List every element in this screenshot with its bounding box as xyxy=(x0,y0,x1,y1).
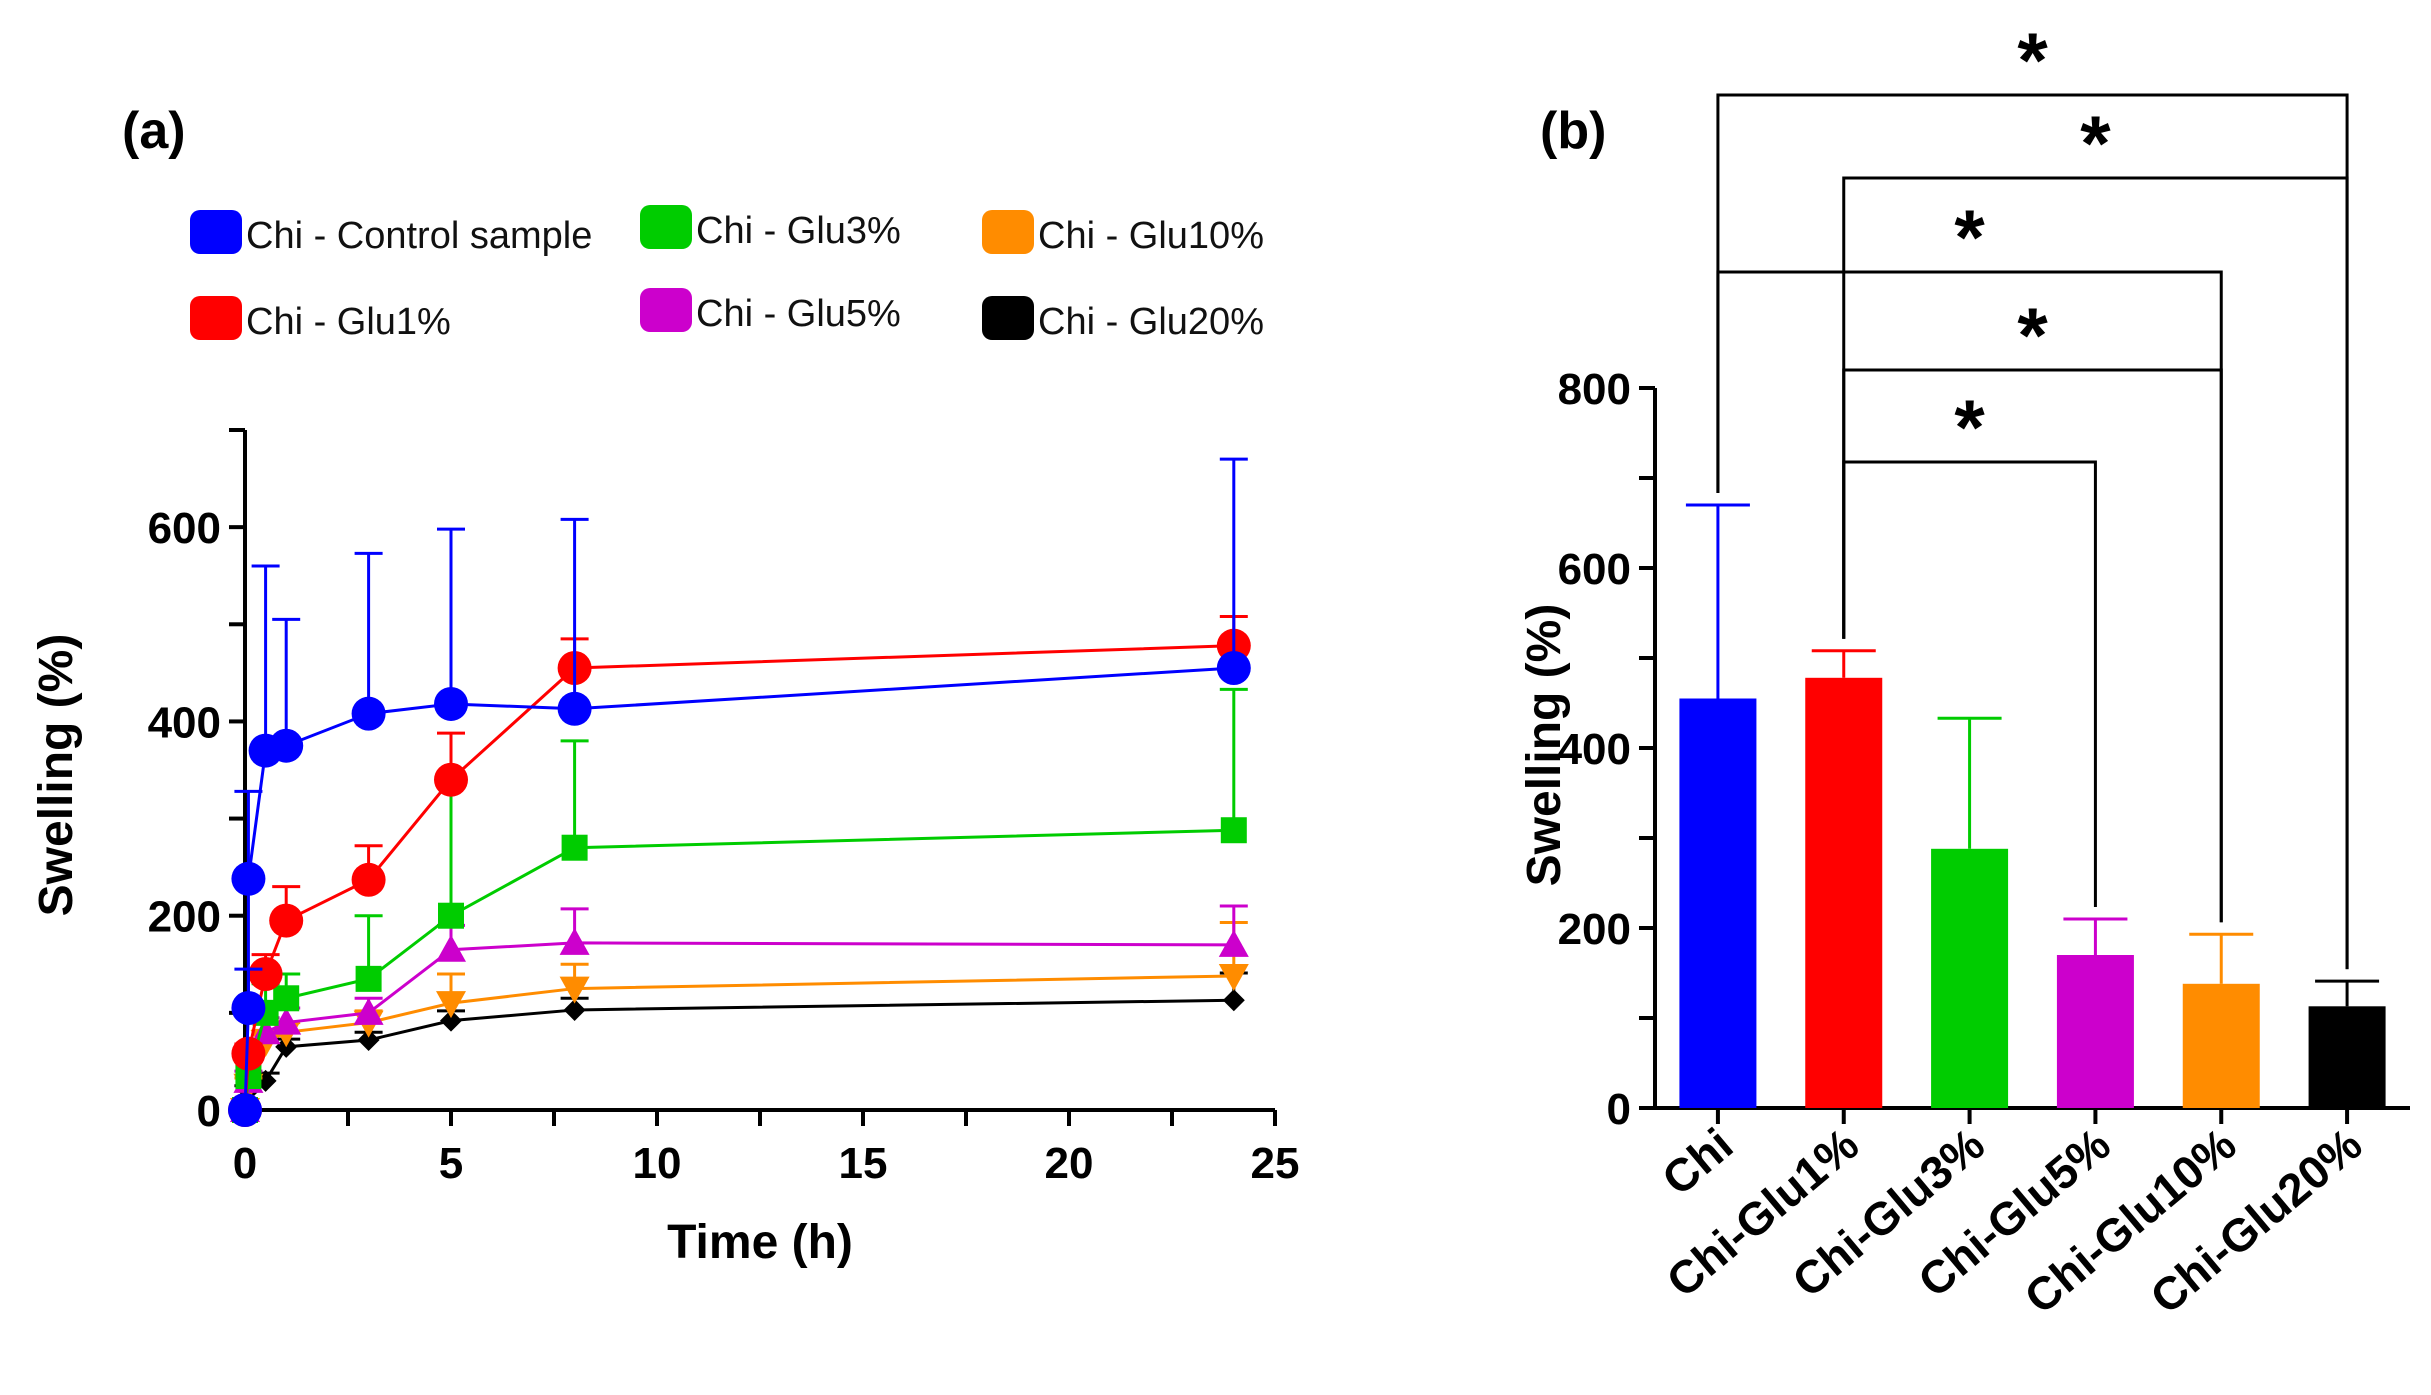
series-5 xyxy=(234,971,1248,1121)
legend-label: Chi - Glu3% xyxy=(696,210,901,252)
data-point xyxy=(271,1007,302,1035)
bar xyxy=(2056,955,2134,1108)
legend-swatch xyxy=(982,296,1034,340)
data-point xyxy=(231,991,266,1025)
data-point xyxy=(436,991,466,1019)
bar xyxy=(2308,1006,2386,1108)
y-tick-label-a: 0 xyxy=(197,1087,221,1136)
series-1 xyxy=(228,615,1251,1127)
y-tick-label-a: 400 xyxy=(148,698,221,747)
panel-a-label: (a) xyxy=(122,102,186,160)
x-tick-label-a: 15 xyxy=(839,1139,888,1188)
data-point xyxy=(1218,963,1249,991)
data-point xyxy=(1222,989,1245,1012)
data-point xyxy=(273,985,300,1012)
y-tick-label-a: 200 xyxy=(148,893,221,942)
data-point xyxy=(231,1036,266,1071)
y-tick-label-b: 200 xyxy=(1558,905,1631,954)
bar xyxy=(2182,983,2260,1108)
panel-b-label: (b) xyxy=(1540,102,1606,160)
data-point xyxy=(563,998,586,1021)
series-line xyxy=(243,644,1234,1111)
series-0 xyxy=(228,457,1251,1127)
y-tick-label-b: 0 xyxy=(1607,1085,1631,1134)
data-point xyxy=(438,902,464,929)
x-tick-label-a: 25 xyxy=(1251,1139,1300,1188)
data-point xyxy=(351,696,386,731)
significance-star: * xyxy=(2080,99,2111,187)
series-3 xyxy=(230,904,1249,1122)
legend-label: Chi - Glu1% xyxy=(246,301,451,343)
x-tick-label-a: 20 xyxy=(1045,1139,1094,1188)
bracket-line xyxy=(1842,368,2223,923)
data-point xyxy=(228,1093,262,1127)
legend-swatch xyxy=(190,296,242,340)
data-point xyxy=(436,934,466,962)
data-point xyxy=(559,927,590,955)
bar xyxy=(1679,698,1757,1108)
legend-swatch xyxy=(640,205,692,249)
data-point xyxy=(353,997,384,1025)
data-point xyxy=(1220,817,1247,844)
significance-star: * xyxy=(2017,291,2048,379)
y-tick-label-b: 400 xyxy=(1558,725,1631,774)
significance-star: * xyxy=(2017,16,2048,104)
data-point xyxy=(434,762,468,797)
data-point xyxy=(559,976,590,1004)
legend: Chi - Control sample Chi - Glu1% Chi - Glu… xyxy=(190,205,1264,343)
y-tick-label-a: 600 xyxy=(148,504,221,553)
data-point xyxy=(1216,651,1251,685)
y-tick-label-b: 600 xyxy=(1558,545,1631,594)
data-point xyxy=(561,834,588,861)
y-tick-label-b: 800 xyxy=(1558,365,1631,414)
data-point xyxy=(557,691,592,726)
y-axis-title-b: Swelling (%) xyxy=(1518,604,1571,887)
legend-swatch xyxy=(190,210,242,254)
significance-bracket: * xyxy=(1842,383,2097,907)
data-point xyxy=(269,903,304,938)
significance-star: * xyxy=(1954,193,1985,281)
category-label: Chi xyxy=(1652,1118,1742,1205)
legend-swatch xyxy=(982,210,1034,254)
legend-swatch xyxy=(640,288,692,332)
plot-area-b: 0200400600800ChiChi-Glu1%Chi-Glu3%Chi-Gl… xyxy=(1558,16,2410,1324)
data-point xyxy=(434,686,468,721)
data-point xyxy=(248,957,283,991)
x-tick-label-a: 10 xyxy=(633,1139,682,1188)
bracket-line xyxy=(1842,460,2097,907)
data-point xyxy=(355,965,382,992)
x-tick-label-a: 5 xyxy=(439,1139,463,1188)
legend-label: Chi - Glu5% xyxy=(696,293,901,335)
series-2 xyxy=(232,687,1248,1123)
data-point xyxy=(440,1009,462,1032)
legend-label: Chi - Control sample xyxy=(246,215,592,257)
y-axis-title-a: Swelling (%) xyxy=(30,634,83,917)
data-point xyxy=(1218,929,1249,957)
significance-bracket: * xyxy=(1842,291,2223,923)
x-tick-label-a: 0 xyxy=(233,1139,257,1188)
significance-star: * xyxy=(1954,383,1985,471)
legend-label: Chi - Glu20% xyxy=(1038,301,1264,343)
plot-area-a: 0 5 10 15 20 25 0 200 400 600 xyxy=(148,428,1300,1188)
bar xyxy=(1805,677,1883,1108)
data-point xyxy=(351,862,386,897)
series-line xyxy=(243,666,1234,1111)
x-axis-title-a: Time (h) xyxy=(667,1216,853,1269)
data-point xyxy=(231,861,266,896)
panel-b-bar-chart: (b) 0200400600800ChiChi-Glu1%Chi-Glu3%Ch… xyxy=(1518,16,2410,1324)
series-line xyxy=(243,941,1234,1111)
data-point xyxy=(357,1029,380,1052)
series-line xyxy=(243,828,1234,1111)
data-point xyxy=(269,728,304,763)
bar xyxy=(1931,848,2009,1108)
legend-label: Chi - Glu10% xyxy=(1038,215,1264,257)
series-line xyxy=(243,974,1234,1111)
